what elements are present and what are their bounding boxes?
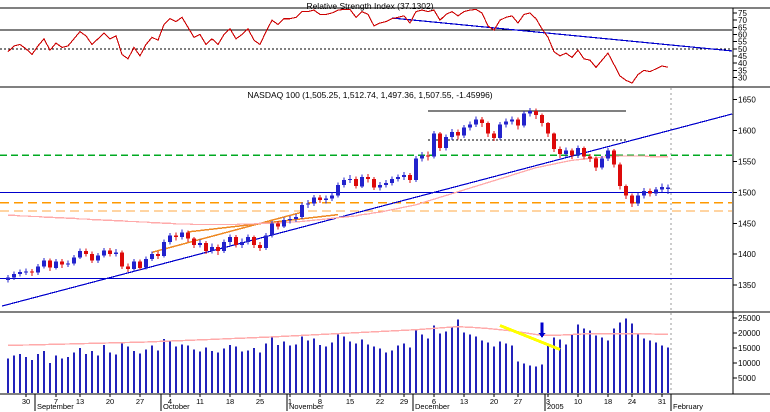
y-tick-label: 20000 bbox=[738, 329, 761, 338]
x-tick-label: 20 bbox=[490, 397, 498, 406]
x-month-label: 2005 bbox=[547, 402, 564, 411]
y-tick-label: 35 bbox=[738, 66, 747, 75]
x-tick-label: 3 bbox=[546, 397, 550, 406]
y-tick-label: 65 bbox=[738, 23, 747, 32]
x-tick-label: 11 bbox=[196, 397, 204, 406]
y-tick-label: 50 bbox=[738, 45, 747, 54]
y-tick-label: 40 bbox=[738, 59, 747, 68]
x-tick-label: 24 bbox=[628, 397, 636, 406]
y-tick-label: 15000 bbox=[738, 344, 761, 353]
x-tick-label: 15 bbox=[346, 397, 354, 406]
x-tick-label: 1 bbox=[288, 397, 292, 406]
y-tick-label: 25000 bbox=[738, 314, 761, 323]
y-tick-label: 75 bbox=[738, 9, 747, 18]
volume-ma-line bbox=[7, 325, 669, 346]
x-tick-label: 25 bbox=[256, 397, 264, 406]
x-tick-label: 6 bbox=[432, 397, 436, 406]
volume-annotations bbox=[499, 322, 561, 351]
y-tick-label: 1600 bbox=[738, 127, 756, 136]
x-tick-label: 10 bbox=[574, 397, 582, 406]
y-tick-label: 1400 bbox=[738, 250, 756, 259]
rsi-line bbox=[7, 8, 669, 84]
x-month-label: September bbox=[37, 402, 74, 411]
y-tick-label: 1450 bbox=[738, 219, 756, 228]
y-tick-label: 5000 bbox=[738, 374, 756, 383]
x-tick-label: 20 bbox=[106, 397, 114, 406]
y-tick-label: 1350 bbox=[738, 281, 756, 290]
x-month-label: December bbox=[415, 402, 450, 411]
x-tick-label: 8 bbox=[318, 397, 322, 406]
x-tick-label: 27 bbox=[514, 397, 522, 406]
x-tick-label: 7 bbox=[54, 397, 58, 406]
y-tick-label: 55 bbox=[738, 38, 747, 47]
panel-borders bbox=[0, 7, 770, 395]
x-tick-label: 13 bbox=[76, 397, 84, 406]
price-overlays bbox=[0, 110, 733, 307]
x-tick-label: 18 bbox=[226, 397, 234, 406]
x-tick-label: 4 bbox=[168, 397, 172, 406]
x-axis-labels: 30 7 13 20 27 4 11 18 25 1 8 15 22 29 6 13 20 27 3 10 18 24 31… bbox=[22, 394, 703, 411]
x-month-label: October bbox=[163, 402, 190, 411]
rsi-overlays bbox=[0, 17, 733, 52]
x-tick-label: 18 bbox=[604, 397, 612, 406]
x-month-label: November bbox=[289, 402, 324, 411]
rsi-panel-title: Relative Strength Index (37.1302) bbox=[306, 1, 434, 11]
y-tick-label: 45 bbox=[738, 52, 747, 61]
y-tick-label: 60 bbox=[738, 30, 747, 39]
y-tick-label: 1650 bbox=[738, 96, 756, 105]
price-panel-title: NASDAQ 100 (1,505.25, 1,512.74, 1,497.36… bbox=[247, 90, 493, 100]
y-tick-label: 1550 bbox=[738, 158, 756, 167]
y-tick-label: 30 bbox=[738, 73, 747, 82]
volume-bars bbox=[7, 318, 669, 393]
x-tick-label: 29 bbox=[400, 397, 408, 406]
y-tick-label: 10000 bbox=[738, 359, 761, 368]
y-tick-label: 70 bbox=[738, 16, 747, 25]
x-tick-label: 31 bbox=[658, 397, 666, 406]
candlestick-series bbox=[6, 107, 670, 283]
price-ma-line bbox=[8, 155, 668, 226]
y-tick-label: 1500 bbox=[738, 188, 756, 197]
x-tick-label: 22 bbox=[376, 397, 384, 406]
x-month-label: February bbox=[673, 402, 703, 411]
x-tick-label: 27 bbox=[136, 397, 144, 406]
x-tick-label: 30 bbox=[22, 397, 30, 406]
x-tick-label: 13 bbox=[460, 397, 468, 406]
